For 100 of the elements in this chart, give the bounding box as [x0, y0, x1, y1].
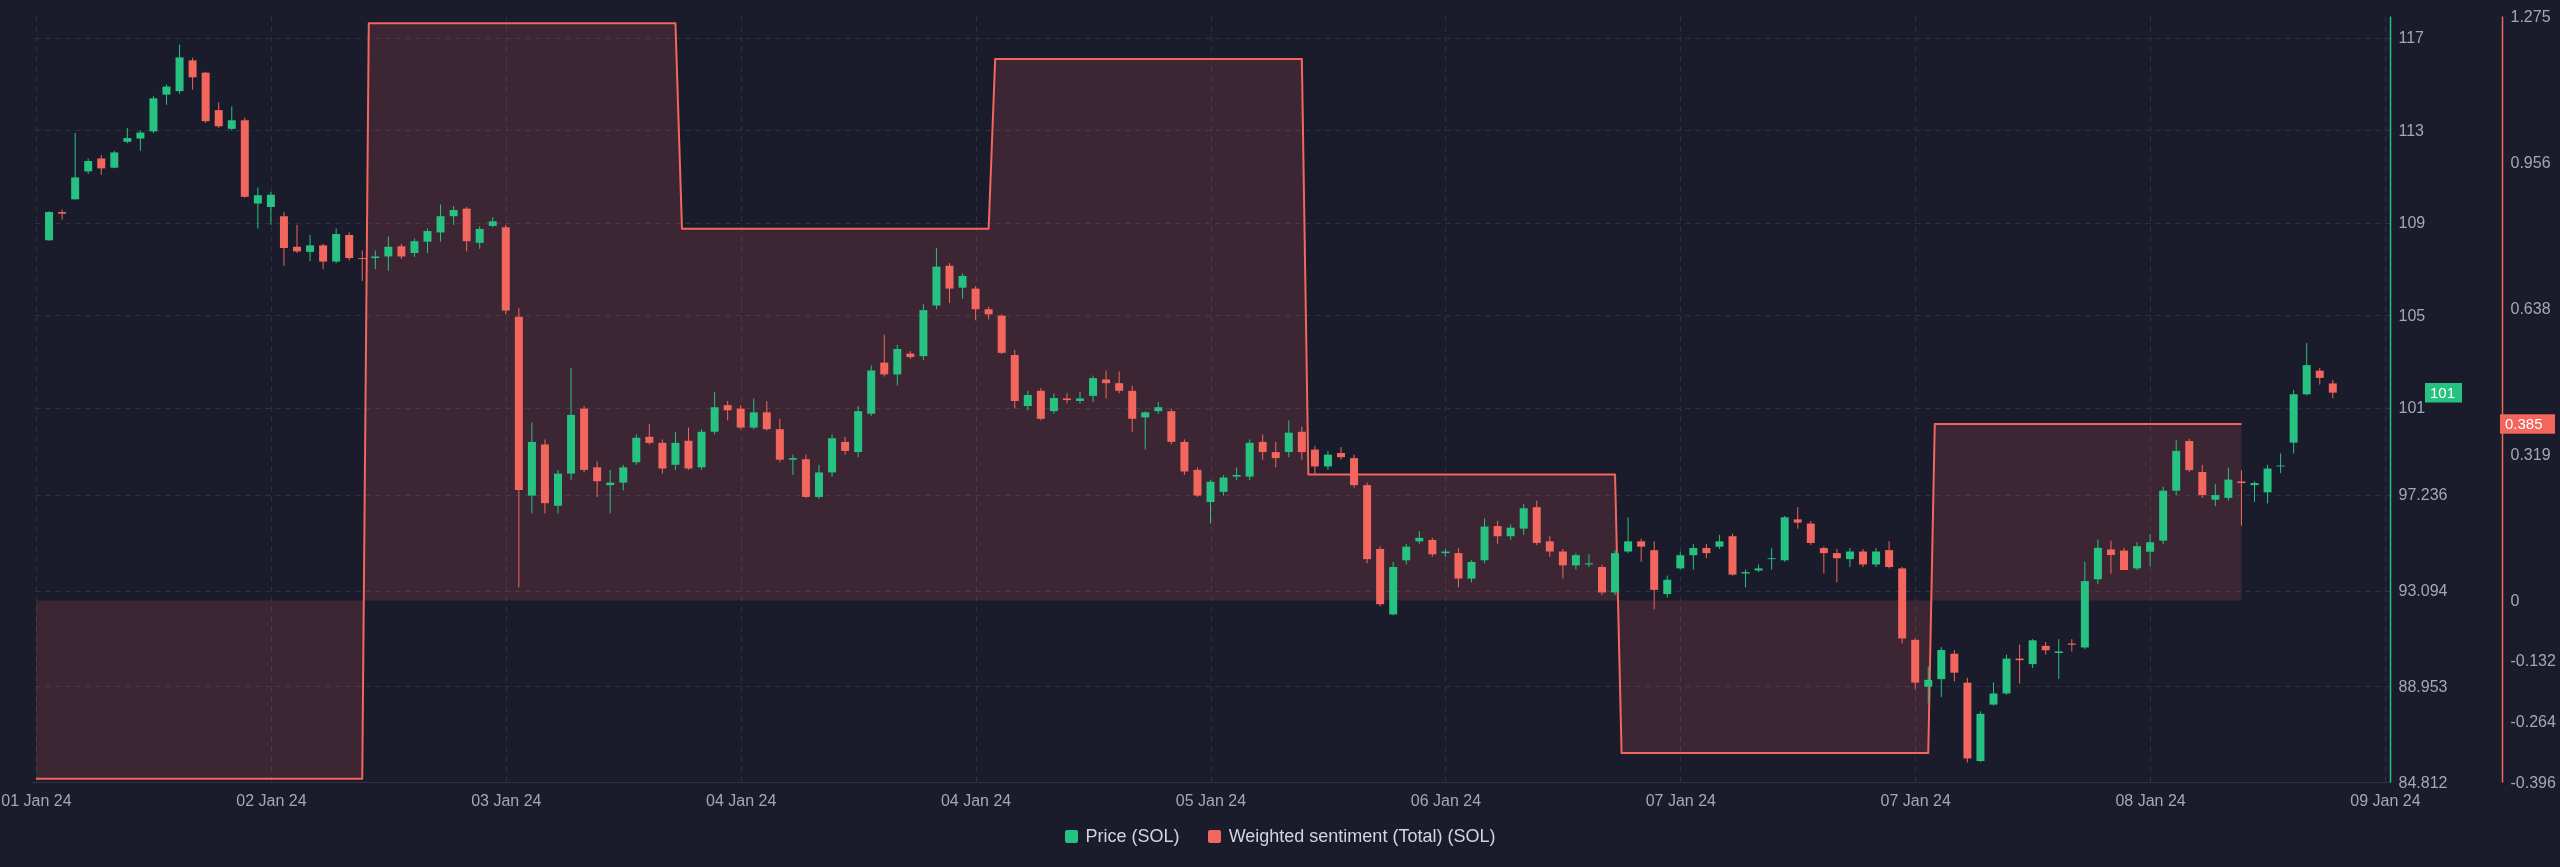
x-tick-label: 07 Jan 24: [1645, 791, 1717, 809]
candlestick: [1676, 551, 1685, 571]
candlestick: [71, 132, 80, 200]
candlestick: [841, 436, 850, 456]
candlestick: [1258, 433, 1267, 461]
legend-label: Price (SOL): [1085, 826, 1180, 847]
x-tick-label: 06 Jan 24: [1410, 791, 1482, 809]
candlestick: [2146, 533, 2155, 567]
candlestick: [97, 154, 106, 176]
candlestick: [1102, 369, 1111, 399]
legend-label: Weighted sentiment (Total) (SOL): [1228, 826, 1496, 847]
candlestick: [214, 101, 223, 129]
candlestick: [1819, 545, 1828, 574]
candlestick: [645, 423, 654, 445]
y-tick-label: 101: [2398, 399, 2426, 417]
candlestick: [1519, 503, 1528, 536]
candlestick: [306, 234, 315, 262]
y-tick-label: 88.953: [2398, 677, 2448, 695]
candlestick: [1284, 419, 1293, 458]
candlestick: [410, 238, 419, 258]
x-tick-label: 01 Jan 24: [1, 791, 72, 809]
candlestick: [1989, 681, 1998, 707]
y-tick-label: 97.236: [2398, 486, 2448, 504]
candlestick: [1049, 392, 1058, 415]
candlestick: [2198, 464, 2207, 499]
candlestick: [1141, 410, 1150, 451]
candlestick: [449, 205, 458, 226]
x-tick-label: 02 Jan 24: [236, 791, 307, 809]
candlestick: [1428, 537, 1437, 558]
x-tick-label: 05 Jan 24: [1175, 791, 1247, 809]
y-tick-label: 93.094: [2398, 582, 2448, 599]
candlestick: [358, 249, 367, 282]
y2-tick-label: 0.319: [2510, 445, 2551, 463]
candlestick: [1637, 538, 1646, 563]
candlestick: [1832, 548, 1841, 583]
x-tick-label: 08 Jan 24: [2115, 791, 2186, 809]
candlestick: [1219, 474, 1228, 497]
candlestick: [619, 464, 628, 491]
candlestick: [162, 83, 171, 106]
candlestick: [345, 231, 354, 262]
candlestick: [1767, 547, 1776, 571]
candlestick: [1271, 441, 1280, 468]
candlestick: [736, 404, 745, 430]
candlestick: [593, 460, 602, 498]
candlestick: [1023, 390, 1032, 411]
candlestick: [2250, 480, 2259, 503]
y-tick-label: 84.812: [2398, 773, 2448, 791]
candlestick: [958, 272, 967, 300]
candlestick: [788, 454, 797, 476]
candlestick: [1545, 535, 1554, 558]
candlestick: [227, 105, 236, 131]
candlestick: [2211, 483, 2220, 507]
x-tick-label: 04 Jan 24: [940, 791, 1012, 809]
candlestick: [945, 262, 954, 304]
candlestick: [58, 209, 67, 221]
candlestick: [1493, 520, 1502, 545]
candlestick: [266, 191, 275, 226]
candlestick: [1689, 543, 1698, 571]
candlestick: [136, 129, 145, 152]
candlestick: [2106, 540, 2115, 575]
y-tick-label: 117: [2398, 29, 2425, 47]
candlestick: [1337, 446, 1345, 461]
candlestick: [762, 400, 771, 432]
candlestick: [1624, 516, 1633, 554]
candlestick: [2133, 541, 2142, 571]
candlestick: [723, 400, 732, 421]
candlestick: [2028, 638, 2037, 669]
candlestick: [2054, 638, 2063, 680]
candlestick: [1885, 540, 1894, 569]
candlestick: [1323, 450, 1332, 471]
y-tick-label: 105: [2398, 306, 2426, 324]
candlestick: [1950, 649, 1959, 683]
candlestick: [1467, 559, 1476, 583]
candlestick: [1062, 392, 1071, 405]
candlestick: [749, 397, 758, 430]
candlestick: [423, 228, 432, 254]
candlestick: [1872, 547, 1881, 568]
y-tick-label: 109: [2398, 214, 2426, 232]
candlestick: [1924, 665, 1933, 704]
y2-tick-label: 1.275: [2510, 7, 2551, 25]
candlestick: [371, 249, 380, 270]
x-tick-label: 03 Jan 24: [471, 791, 542, 809]
candlestick: [2263, 464, 2272, 504]
candlestick: [1402, 543, 1411, 565]
candlestick: [671, 431, 680, 471]
candlestick: [2237, 469, 2246, 527]
y2-tick-label: 0: [2510, 591, 2520, 609]
candlestick: [880, 334, 889, 377]
x-tick-label: 09 Jan 24: [2350, 791, 2421, 809]
candlestick: [1297, 426, 1306, 461]
x-tick-label: 07 Jan 24: [1880, 791, 1951, 809]
candlestick: [1206, 479, 1215, 525]
candlestick: [1845, 547, 1854, 568]
y2-tick-label: -0.396: [2510, 773, 2556, 791]
candlestick: [1793, 506, 1802, 530]
candlestick: [436, 203, 445, 243]
x-tick-label: 04 Jan 24: [706, 791, 777, 809]
candlestick: [1310, 445, 1319, 476]
candlestick: [319, 243, 328, 270]
candlestick: [1859, 548, 1867, 568]
